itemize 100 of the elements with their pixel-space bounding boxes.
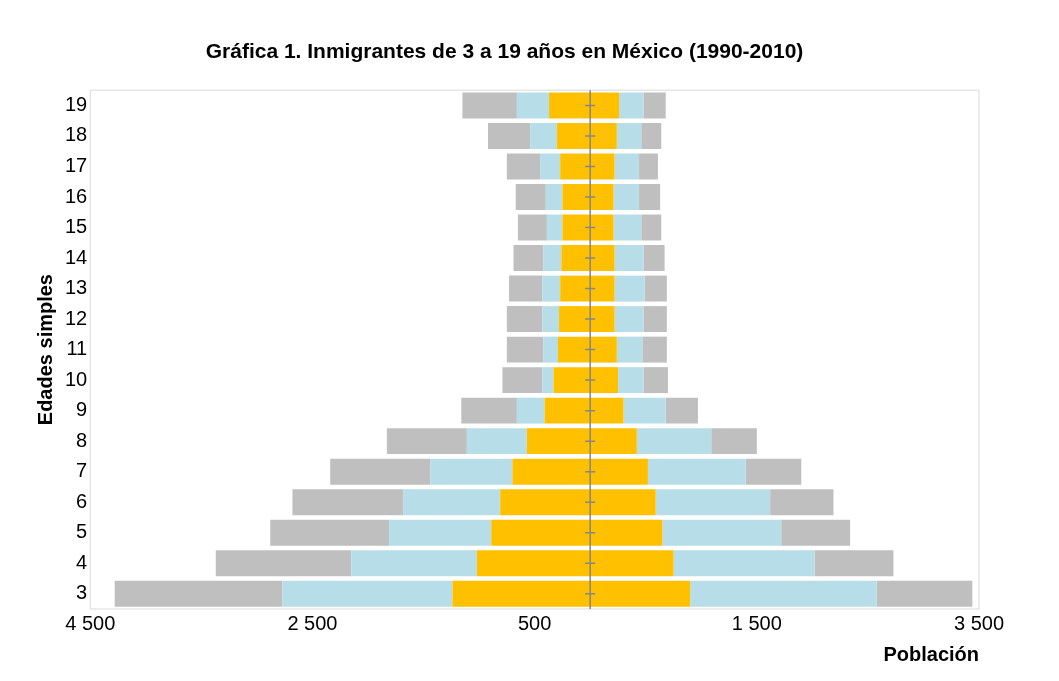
y-tick-label: 10	[65, 367, 88, 390]
bar	[643, 92, 666, 119]
bar	[623, 397, 666, 424]
bar	[665, 397, 698, 424]
bar	[641, 214, 662, 241]
bar	[517, 214, 547, 241]
bar	[114, 580, 283, 607]
bar	[614, 153, 640, 180]
bar	[512, 458, 591, 485]
bar	[549, 92, 591, 119]
bar	[506, 153, 541, 180]
y-axis-title: Edades simples	[33, 274, 56, 426]
bar	[544, 397, 591, 424]
bar	[530, 123, 557, 149]
bar	[559, 306, 591, 333]
bar	[292, 489, 404, 516]
bar	[616, 123, 642, 149]
bar	[647, 458, 746, 485]
bar	[590, 367, 618, 394]
bar	[643, 306, 667, 333]
y-tick-label: 19	[65, 92, 88, 115]
bar	[614, 275, 645, 302]
bar	[590, 123, 617, 149]
bar	[770, 489, 834, 516]
bar	[516, 92, 550, 119]
bar	[613, 184, 640, 210]
bar	[643, 367, 668, 394]
y-tick-label: 5	[76, 520, 88, 543]
bar	[215, 550, 352, 577]
bar	[513, 245, 544, 272]
bar	[556, 123, 591, 149]
bar	[540, 153, 561, 180]
bar	[643, 245, 665, 272]
bar	[546, 214, 563, 241]
bar	[590, 336, 617, 363]
bar	[506, 306, 543, 333]
bar	[386, 428, 467, 455]
bar	[466, 428, 527, 455]
bar	[506, 336, 544, 363]
bar	[509, 275, 543, 302]
bar	[616, 336, 643, 363]
bar	[642, 336, 667, 363]
y-tick-label: 16	[65, 184, 88, 207]
bar	[491, 519, 591, 546]
y-tick-label: 15	[65, 215, 88, 238]
bar	[644, 275, 667, 302]
bar	[590, 428, 637, 455]
bar	[502, 367, 543, 394]
bar	[542, 275, 561, 302]
y-tick-label: 8	[76, 428, 88, 451]
y-tick-label: 11	[66, 337, 88, 360]
y-tick-label: 12	[65, 306, 88, 329]
bar	[270, 519, 390, 546]
bar	[330, 458, 431, 485]
bar	[561, 245, 591, 272]
x-tick-label: 3 500	[953, 611, 1005, 634]
bar	[590, 550, 674, 577]
bar	[560, 153, 591, 180]
bar	[487, 123, 531, 149]
bar	[543, 245, 562, 272]
bar	[814, 550, 894, 577]
x-tick-label: 1 500	[731, 611, 782, 634]
y-tick-label: 14	[65, 245, 88, 268]
bar	[590, 397, 624, 424]
bar	[690, 580, 877, 607]
bar	[542, 367, 554, 394]
x-tick-label: 500	[517, 611, 552, 634]
bar	[557, 336, 591, 363]
x-tick-label: 4 500	[65, 611, 116, 634]
bar	[543, 336, 558, 363]
bar	[590, 489, 656, 516]
bar	[619, 92, 644, 119]
bar	[515, 184, 546, 210]
bar	[673, 550, 815, 577]
y-tick-label: 3	[76, 581, 88, 604]
bar	[461, 397, 517, 424]
bar	[562, 214, 591, 241]
y-tick-label: 9	[76, 398, 88, 421]
bar	[876, 580, 973, 607]
bar	[526, 428, 591, 455]
bar	[590, 214, 614, 241]
bar	[639, 184, 661, 210]
bar	[614, 245, 644, 272]
bar	[636, 428, 712, 455]
bar	[590, 275, 615, 302]
bar	[389, 519, 492, 546]
y-tick-label: 6	[76, 489, 88, 512]
y-tick-label: 17	[65, 154, 88, 177]
x-axis-title: Población	[883, 642, 979, 665]
bar	[452, 580, 591, 607]
bar	[590, 245, 615, 272]
bar	[641, 123, 662, 149]
bar	[639, 153, 658, 180]
bar	[613, 214, 642, 241]
bar	[500, 489, 591, 516]
bar	[590, 458, 648, 485]
bar	[617, 367, 644, 394]
bar	[614, 306, 644, 333]
bar	[590, 306, 615, 333]
bar	[282, 580, 453, 607]
